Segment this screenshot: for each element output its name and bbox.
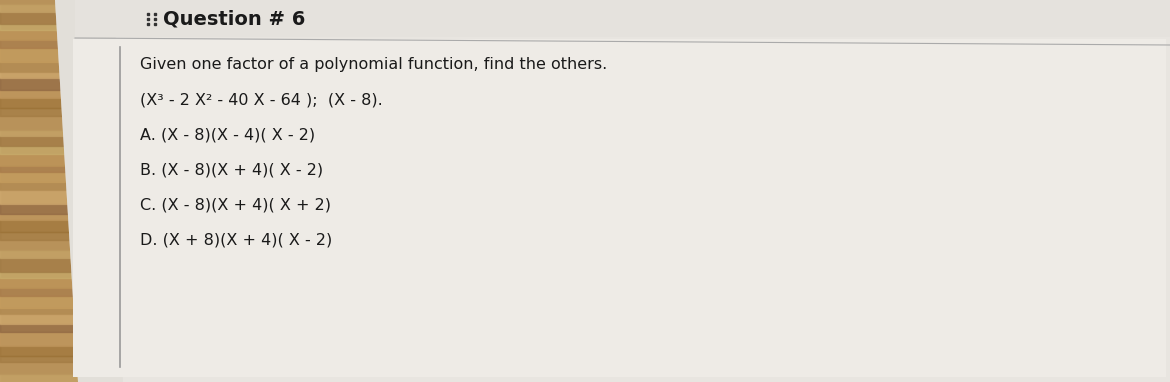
Text: C. (X - 8)(X + 4)( X + 2): C. (X - 8)(X + 4)( X + 2) (140, 197, 331, 212)
Text: Question # 6: Question # 6 (163, 10, 305, 29)
Text: B. (X - 8)(X + 4)( X - 2): B. (X - 8)(X + 4)( X - 2) (140, 162, 323, 178)
FancyBboxPatch shape (75, 0, 1170, 37)
Polygon shape (55, 0, 1170, 382)
Text: A. (X - 8)(X - 4)( X - 2): A. (X - 8)(X - 4)( X - 2) (140, 128, 315, 142)
Text: D. (X + 8)(X + 4)( X - 2): D. (X + 8)(X + 4)( X - 2) (140, 233, 332, 248)
FancyBboxPatch shape (73, 39, 1166, 377)
Polygon shape (55, 0, 123, 382)
Text: (X³ - 2 X² - 40 X - 64 );  (X - 8).: (X³ - 2 X² - 40 X - 64 ); (X - 8). (140, 92, 383, 107)
Text: Given one factor of a polynomial function, find the others.: Given one factor of a polynomial functio… (140, 57, 607, 71)
